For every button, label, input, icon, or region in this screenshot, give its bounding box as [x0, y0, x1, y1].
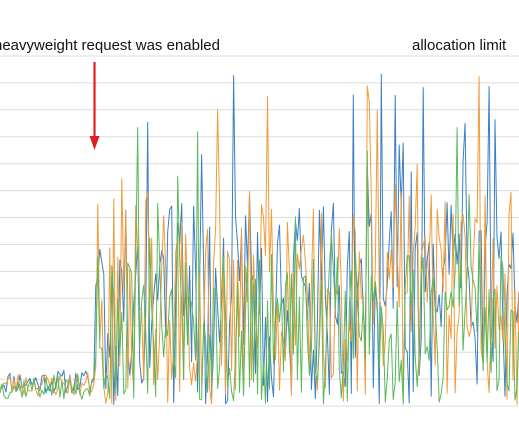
annotation-limit-label: allocation limit [412, 37, 507, 54]
series-line-orange [0, 76, 519, 405]
annotations-layer: heavyweight request was enabled allocati… [0, 37, 507, 150]
series-line-blue [0, 73, 519, 405]
series-layer [0, 73, 519, 405]
annotation-arrow-head [89, 136, 100, 150]
gridlines [0, 55, 519, 407]
series-line-green [0, 127, 519, 405]
annotation-enabled-label: heavyweight request was enabled [0, 37, 220, 54]
